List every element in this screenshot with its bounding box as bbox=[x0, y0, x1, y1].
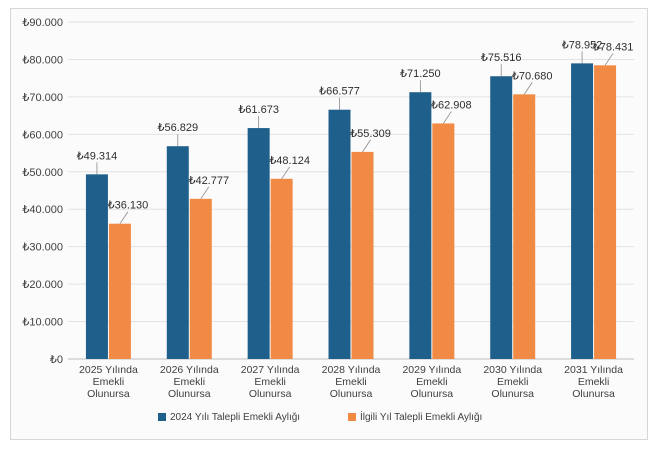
bars bbox=[85, 63, 617, 360]
data-label: ₺70.680 bbox=[512, 70, 553, 82]
legend: 2024 Yılı Talepli Emekli Aylığı İlgili Yı… bbox=[158, 410, 482, 423]
y-tick-label: ₺0 bbox=[50, 354, 63, 366]
x-category-label-line: Emekli bbox=[578, 376, 610, 388]
data-label: ₺48.124 bbox=[269, 155, 310, 167]
x-category-label-line: Olunursa bbox=[249, 388, 292, 400]
data-label: ₺71.250 bbox=[400, 68, 441, 80]
x-category-label-line: Olunursa bbox=[168, 388, 211, 400]
data-label: ₺61.673 bbox=[238, 104, 279, 116]
x-category-label-line: 2027 Yılında bbox=[241, 364, 300, 376]
bar-2024-series bbox=[85, 174, 108, 359]
bar-2024-series bbox=[166, 146, 189, 359]
x-category-label: 2027 Yılında Emekli Olunursa bbox=[241, 364, 300, 400]
x-category-label: 2030 Yılında Emekli Olunursa bbox=[483, 364, 542, 400]
x-category-label: 2031 Yılında Emekli Olunursa bbox=[564, 364, 623, 400]
x-category-label-line: 2031 Yılında bbox=[564, 364, 623, 376]
x-category-label-line: 2025 Yılında bbox=[79, 364, 138, 376]
legend-swatch-2024 bbox=[158, 413, 166, 421]
y-tick-label: ₺10.000 bbox=[22, 317, 63, 329]
data-label: ₺78.952 bbox=[562, 39, 603, 51]
y-tick-label: ₺60.000 bbox=[22, 129, 63, 141]
y-tick-label: ₺40.000 bbox=[22, 204, 63, 216]
bar-current-year-series bbox=[513, 94, 536, 360]
x-category-label-line: Olunursa bbox=[411, 388, 454, 400]
bar-2024-series bbox=[247, 128, 270, 359]
data-label: ₺56.829 bbox=[157, 122, 198, 134]
data-label-leader bbox=[281, 166, 290, 180]
data-label-leader bbox=[200, 186, 210, 200]
x-category-label: 2025 Yılında Emekli Olunursa bbox=[79, 364, 138, 400]
x-category-label-line: 2026 Yılında bbox=[160, 364, 219, 376]
x-category-label-line: 2030 Yılında bbox=[483, 364, 542, 376]
data-labels: ₺49.314 ₺36.130 ₺56.829 ₺42.777 ₺61.673 ₺48.1… bbox=[77, 39, 634, 224]
x-category-label-line: Olunursa bbox=[491, 388, 534, 400]
bar-2024-series bbox=[409, 92, 432, 359]
y-axis-ticks: ₺0 ₺10.000 ₺20.000 ₺30.000 ₺40.000 ₺50.000 ₺60… bbox=[22, 17, 63, 366]
bar-current-year-series bbox=[594, 65, 617, 359]
data-label: ₺62.908 bbox=[431, 99, 472, 111]
x-category-label-line: 2028 Yılında bbox=[322, 364, 381, 376]
data-label-leader bbox=[443, 111, 452, 124]
bar-current-year-series bbox=[432, 123, 455, 359]
data-label: ₺75.516 bbox=[481, 52, 522, 64]
x-category-label-line: Emekli bbox=[416, 376, 448, 388]
x-category-label-line: Olunursa bbox=[87, 388, 130, 400]
data-label: ₺36.130 bbox=[108, 200, 149, 212]
data-label-leader bbox=[523, 82, 533, 95]
bar-2024-series bbox=[328, 109, 351, 360]
y-tick-label: ₺50.000 bbox=[22, 167, 63, 179]
x-category-label-line: Emekli bbox=[93, 376, 125, 388]
bar-2024-series bbox=[490, 76, 513, 360]
legend-label-2024: 2024 Yılı Talepli Emekli Aylığı bbox=[170, 412, 300, 423]
y-tick-label: ₺80.000 bbox=[22, 54, 63, 66]
x-category-label: 2029 Yılında Emekli Olunursa bbox=[402, 364, 461, 400]
y-tick-label: ₺20.000 bbox=[22, 279, 63, 291]
data-label: ₺55.309 bbox=[350, 128, 391, 140]
x-category-label-line: Emekli bbox=[254, 376, 286, 388]
data-label: ₺49.314 bbox=[77, 150, 118, 162]
bar-current-year-series bbox=[270, 178, 293, 359]
bar-current-year-series bbox=[108, 223, 131, 359]
bar-2024-series bbox=[571, 63, 594, 359]
data-label: ₺66.577 bbox=[319, 86, 360, 98]
bar-current-year-series bbox=[189, 198, 212, 359]
y-tick-label: ₺70.000 bbox=[22, 92, 63, 104]
data-label: ₺42.777 bbox=[188, 175, 229, 187]
y-tick-label: ₺30.000 bbox=[22, 242, 63, 254]
gridlines bbox=[68, 21, 634, 360]
x-category-label-line: Olunursa bbox=[572, 388, 615, 400]
data-label-leader bbox=[362, 139, 371, 153]
legend-label-current: İlgili Yıl Talepli Emekli Aylığı bbox=[360, 410, 482, 423]
x-category-label-line: Emekli bbox=[497, 376, 529, 388]
x-category-label-line: 2029 Yılında bbox=[402, 364, 461, 376]
bar-current-year-series bbox=[351, 151, 374, 359]
x-category-label: 2028 Yılında Emekli Olunursa bbox=[322, 364, 381, 400]
x-category-label-line: Emekli bbox=[174, 376, 206, 388]
x-category-label-line: Olunursa bbox=[330, 388, 373, 400]
x-category-label: 2026 Yılında Emekli Olunursa bbox=[160, 364, 219, 400]
y-tick-label: ₺90.000 bbox=[22, 17, 63, 29]
x-category-label-line: Emekli bbox=[335, 376, 367, 388]
data-label-leader bbox=[604, 53, 614, 66]
legend-swatch-current bbox=[348, 413, 356, 421]
data-label: ₺78.431 bbox=[593, 41, 634, 53]
data-label-leader bbox=[119, 211, 129, 224]
